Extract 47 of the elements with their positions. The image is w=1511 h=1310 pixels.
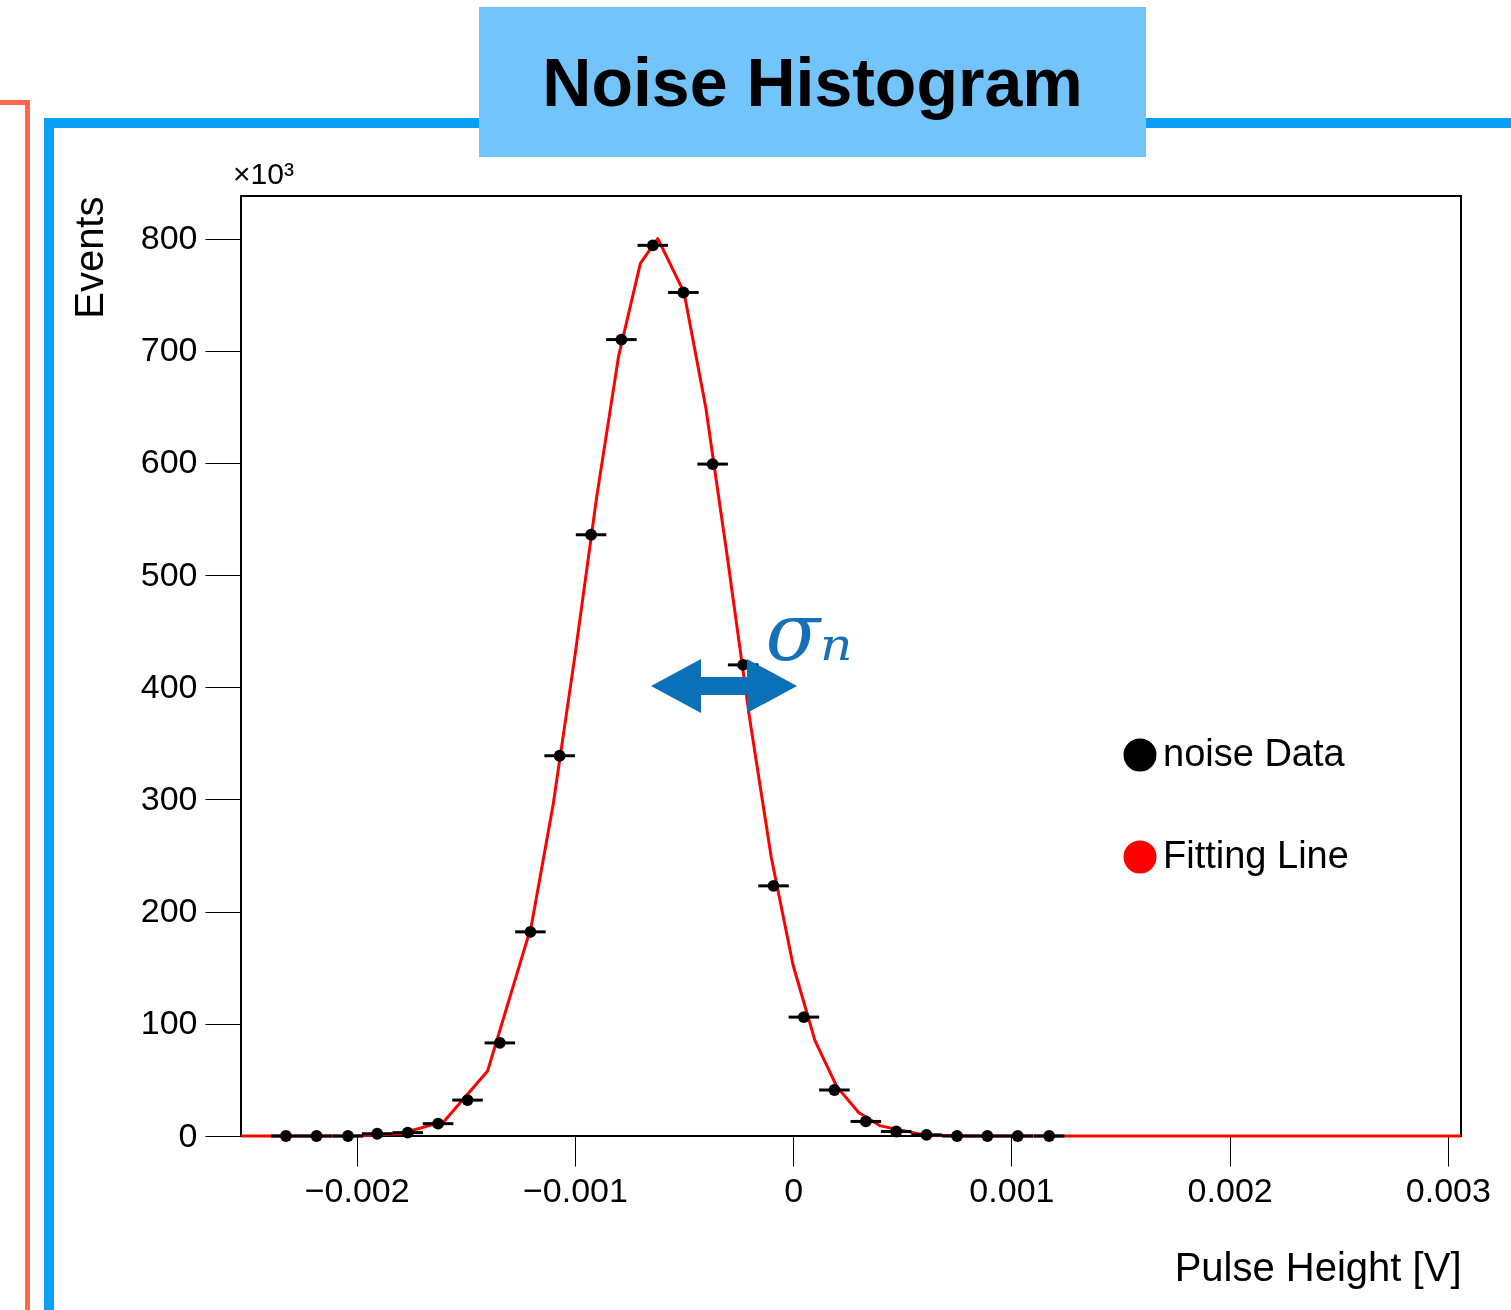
point — [310, 1130, 323, 1142]
x-tick-label: 0.002 — [1187, 1170, 1273, 1209]
point — [920, 1128, 933, 1141]
point — [859, 1115, 872, 1128]
legend-label: Fitting Line — [1163, 834, 1349, 876]
point — [951, 1130, 963, 1142]
point — [706, 458, 719, 470]
x-tick-label: −0.002 — [304, 1170, 410, 1209]
point — [1043, 1130, 1056, 1142]
point — [981, 1130, 994, 1142]
point — [646, 239, 659, 252]
y-tick-label: 100 — [140, 1003, 198, 1042]
chart-title: Noise Histogram — [479, 7, 1146, 157]
point — [401, 1126, 414, 1139]
point — [371, 1127, 384, 1140]
point — [1011, 1130, 1024, 1142]
x-tick-label: −0.001 — [522, 1170, 628, 1209]
point — [461, 1094, 474, 1107]
y-tick-label: 600 — [140, 442, 198, 481]
x-axis-title: Pulse Height [V] — [1174, 1244, 1462, 1289]
point — [797, 1011, 810, 1023]
y-tick-label: 400 — [140, 666, 198, 705]
x-tick-label: 0.003 — [1405, 1170, 1491, 1209]
y-tick-label: 500 — [140, 554, 198, 593]
point — [553, 749, 566, 762]
point — [890, 1125, 903, 1138]
point — [585, 528, 597, 541]
legend-label: noise Data — [1163, 732, 1346, 774]
point — [677, 286, 690, 299]
y-tick-label: 200 — [140, 891, 198, 930]
text: ×10³ — [233, 157, 294, 190]
point — [342, 1130, 354, 1142]
y-tick-label: 0 — [178, 1115, 198, 1154]
point — [615, 333, 628, 346]
y-tick-label: 700 — [140, 330, 198, 369]
y-axis-title: Events — [66, 196, 111, 319]
point — [524, 925, 537, 938]
y-tick-label: 300 — [140, 778, 198, 817]
x-tick-label: 0 — [784, 1170, 804, 1209]
point — [432, 1117, 444, 1130]
annotation: σₙ — [765, 586, 853, 679]
point — [280, 1130, 292, 1142]
x-tick-label: 0.001 — [969, 1170, 1055, 1209]
point — [493, 1036, 506, 1049]
point — [767, 879, 780, 892]
y-tick-label: 800 — [140, 218, 198, 257]
point — [828, 1084, 841, 1096]
